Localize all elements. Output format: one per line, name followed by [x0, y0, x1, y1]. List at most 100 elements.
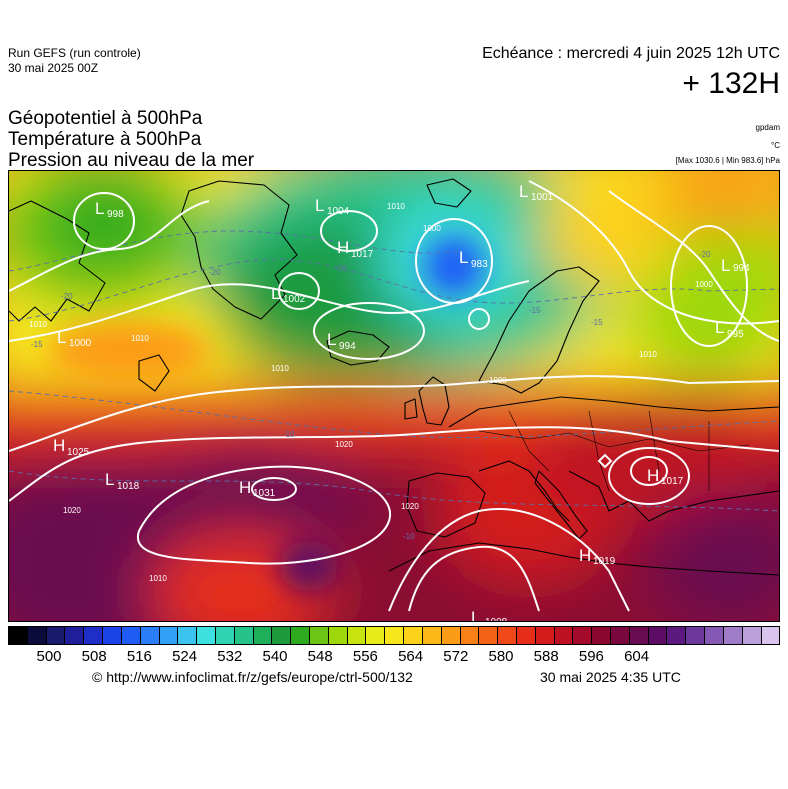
temp-label: -15: [529, 306, 541, 315]
pressure-centre: L 1000: [57, 328, 92, 349]
color-scale-label: 540: [262, 648, 288, 665]
greenland-coast: [180, 180, 298, 320]
weather-map: 1010 1000 1010 1010 1000 1010 1020 1020 …: [8, 170, 780, 622]
svg-text:983: 983: [471, 259, 488, 270]
color-swatch: [103, 627, 122, 644]
color-scale-label: 556: [352, 648, 378, 665]
svg-text:L: L: [105, 470, 114, 489]
color-swatch: [328, 627, 348, 644]
color-swatch: [479, 627, 499, 644]
isobar-label: 1000: [489, 376, 507, 385]
isobars: [9, 180, 779, 612]
svg-text:L: L: [315, 196, 324, 215]
color-swatch: [9, 627, 28, 644]
color-swatch: [761, 627, 780, 644]
color-scale-label: 524: [172, 648, 198, 665]
run-date: 30 mai 2025 00Z: [8, 61, 99, 75]
color-swatch: [629, 627, 649, 644]
pressure-centre: L 1002: [271, 284, 306, 305]
svg-text:994: 994: [733, 263, 750, 274]
unit-celsius: °C: [771, 141, 780, 150]
svg-text:L: L: [95, 199, 104, 218]
geopotential-field: [9, 171, 779, 621]
isobar-label: 1020: [335, 440, 353, 449]
isobar-label: 1010: [131, 334, 149, 343]
pressure-centre: L 1001: [519, 182, 554, 203]
color-swatch: [422, 627, 442, 644]
svg-text:H: H: [579, 546, 591, 565]
british-isles-coast: [404, 376, 450, 426]
color-swatch: [385, 627, 405, 644]
color-swatch: [121, 627, 141, 644]
isobar-label: 1000: [695, 280, 713, 289]
isobar-label: 1020: [401, 502, 419, 511]
svg-text:998: 998: [107, 209, 124, 220]
isobar-label: 1010: [271, 364, 289, 373]
isobar-labels: 1010 1000 1010 1010 1000 1010 1020 1020 …: [29, 202, 713, 583]
svg-text:1008: 1008: [485, 617, 508, 621]
svg-text:1018: 1018: [117, 481, 140, 492]
param-geopotential: Géopotentiel à 500hPa: [8, 108, 203, 129]
color-swatch: [554, 627, 574, 644]
color-scale-label: 548: [307, 648, 333, 665]
svg-text:994: 994: [339, 341, 356, 352]
color-swatch: [686, 627, 706, 644]
color-swatch: [648, 627, 668, 644]
pressure-centre: H 1017: [647, 466, 684, 487]
unit-gpdam: gpdam: [755, 123, 780, 132]
color-swatch: [27, 627, 47, 644]
pressure-max-min: [Max 1030.6 | Min 983.6] hPa: [675, 156, 780, 165]
color-swatch: [310, 627, 329, 644]
svg-text:H: H: [337, 238, 349, 257]
pressure-centre: L 994: [327, 330, 356, 352]
temp-label: -20: [699, 250, 711, 259]
color-swatch: [46, 627, 66, 644]
temp-label: -20: [209, 268, 221, 277]
color-swatch: [723, 627, 743, 644]
color-scale-label: 572: [443, 648, 469, 665]
svg-text:1000: 1000: [69, 338, 92, 349]
svg-text:L: L: [721, 256, 730, 275]
temp-label: -15: [31, 340, 43, 349]
issue-time: 30 mai 2025 4:35 UTC: [540, 669, 681, 685]
isobar-label: 1010: [639, 350, 657, 359]
color-scale-label: 532: [217, 648, 243, 665]
svg-text:1002: 1002: [283, 294, 306, 305]
temperature-isotherms: [9, 230, 779, 512]
isobar-label: 1020: [63, 506, 81, 515]
color-swatch: [516, 627, 536, 644]
color-swatch: [347, 627, 367, 644]
color-swatch: [197, 627, 216, 644]
svg-text:1025: 1025: [67, 447, 90, 458]
credit-url: © http://www.infoclimat.fr/z/gefs/europe…: [92, 669, 413, 685]
color-scale-label: 580: [488, 648, 514, 665]
svalbard-coast: [426, 178, 472, 208]
temp-label: -15: [591, 318, 603, 327]
isobar-label: 1010: [149, 574, 167, 583]
color-swatch: [705, 627, 724, 644]
param-mslp: Pression au niveau de la mer: [8, 150, 255, 171]
color-swatch: [441, 627, 461, 644]
color-swatch: [742, 627, 762, 644]
color-scale-label: 516: [126, 648, 152, 665]
color-swatch: [159, 627, 179, 644]
europe-coast: [448, 396, 779, 522]
run-name: Run GEFS (run controle): [8, 46, 141, 60]
svg-text:1017: 1017: [351, 249, 374, 260]
color-swatch: [84, 627, 104, 644]
north-africa-coast: [388, 542, 779, 576]
color-swatch: [573, 627, 593, 644]
lead-time: + 132H: [682, 67, 780, 100]
svg-text:L: L: [715, 318, 724, 337]
color-scale-label: 564: [398, 648, 424, 665]
valid-time: Echéance : mercredi 4 juin 2025 12h UTC: [482, 45, 780, 62]
color-swatch: [592, 627, 611, 644]
svg-text:1001: 1001: [531, 192, 554, 203]
color-scale-label: 604: [624, 648, 650, 665]
pressure-centre: H 1017: [337, 238, 374, 260]
color-swatch: [140, 627, 160, 644]
svg-text:L: L: [471, 608, 480, 621]
pressure-centre: L 995: [715, 318, 744, 340]
svg-text:995: 995: [727, 329, 744, 340]
color-scale-label: 588: [533, 648, 559, 665]
